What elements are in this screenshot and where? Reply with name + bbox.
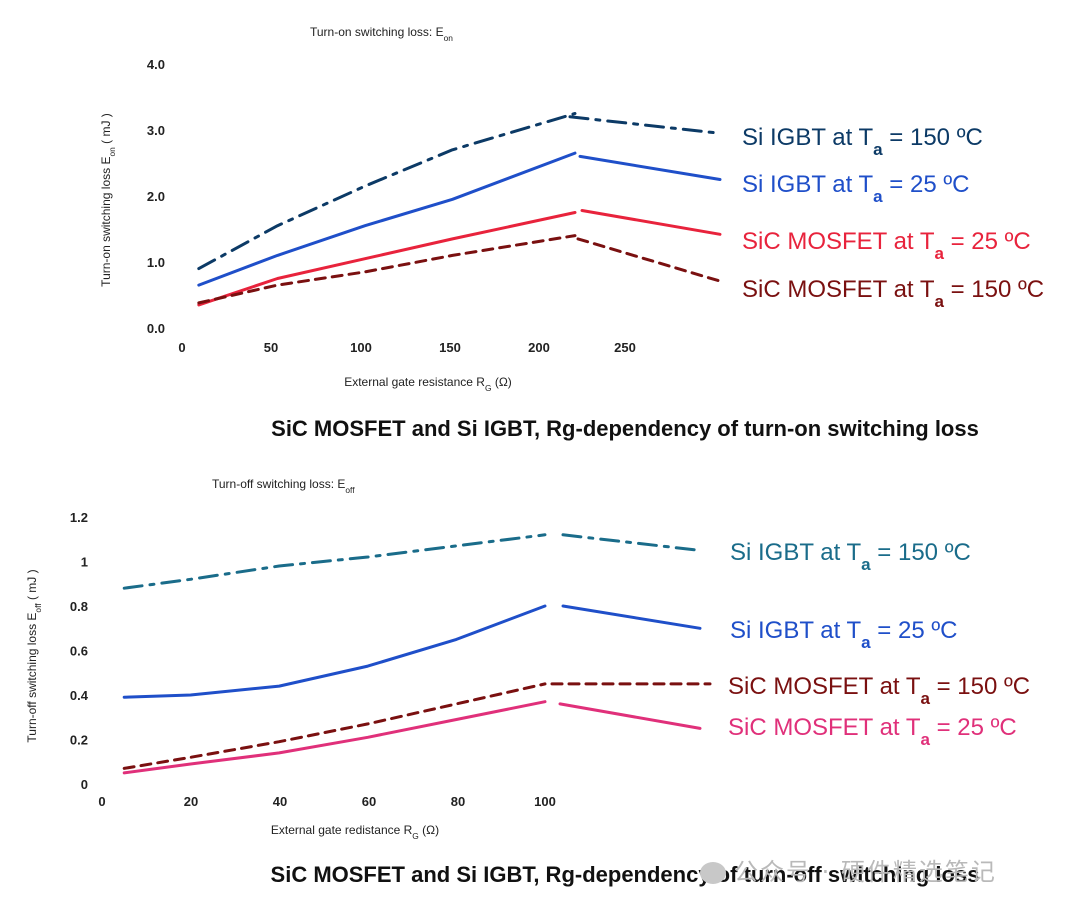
x-tick-label: 250 xyxy=(614,340,636,355)
x-axis-label: External gate resistance RG (Ω) xyxy=(344,375,512,393)
legend-line xyxy=(578,154,722,181)
series-line xyxy=(122,533,547,590)
x-tick-label: 20 xyxy=(184,794,198,809)
series-line xyxy=(197,151,577,287)
x-tick-label: 0 xyxy=(178,340,185,355)
chart-caption: SiC MOSFET and Si IGBT, Rg-dependency of… xyxy=(271,416,979,441)
watermark: 公众号 · 硬件精选笔记 xyxy=(700,852,997,887)
legend-label: SiC MOSFET at Ta = 150 ºC xyxy=(742,276,1044,311)
y-tick-label: 0.8 xyxy=(70,599,88,614)
y-tick-label: 1.0 xyxy=(147,255,165,270)
x-tick-label: 100 xyxy=(534,794,556,809)
series-line xyxy=(122,604,547,699)
x-tick-label: 80 xyxy=(451,794,465,809)
legend-line xyxy=(576,237,720,282)
series-line xyxy=(197,234,577,305)
x-tick-label: 200 xyxy=(528,340,550,355)
x-tick-label: 40 xyxy=(273,794,287,809)
x-tick-label: 0 xyxy=(98,794,105,809)
legend-label: Si IGBT at Ta = 150 ºC xyxy=(742,124,983,159)
y-tick-label: 0 xyxy=(81,777,88,792)
x-tick-label: 100 xyxy=(350,340,372,355)
y-tick-label: 1.2 xyxy=(70,510,88,525)
legend-label: Si IGBT at Ta = 25 ºC xyxy=(730,617,957,652)
chart-caption: SiC MOSFET and Si IGBT, Rg-dependency of… xyxy=(271,862,980,887)
y-axis-label: Turn-off switching loss Eoff ( mJ ) xyxy=(25,569,43,742)
legend-label: SiC MOSFET at Ta = 25 ºC xyxy=(742,228,1031,263)
y-axis-label: Turn-on switching loss Eon ( mJ ) xyxy=(99,113,117,287)
series-line xyxy=(122,700,547,775)
y-tick-label: 2.0 xyxy=(147,189,165,204)
legend-line xyxy=(561,604,702,630)
y-tick-label: 0.2 xyxy=(70,733,88,748)
legend-line xyxy=(580,209,722,236)
legend-line xyxy=(568,115,722,135)
watermark-text: 公众号 · 硬件精选笔记 xyxy=(734,858,997,886)
y-tick-label: 1 xyxy=(81,555,88,570)
x-tick-label: 50 xyxy=(264,340,278,355)
y-tick-label: 0.4 xyxy=(70,688,89,703)
y-tick-label: 0.6 xyxy=(70,644,88,659)
chart-title: Turn-off switching loss: Eoff xyxy=(212,477,355,495)
series-line xyxy=(197,211,577,307)
y-tick-label: 3.0 xyxy=(147,123,165,138)
wechat-icon xyxy=(700,862,726,884)
y-tick-label: 4.0 xyxy=(147,57,165,72)
legend-label: Si IGBT at Ta = 150 ºC xyxy=(730,539,971,574)
series-line xyxy=(122,682,547,770)
x-axis-label: External gate redistance RG (Ω) xyxy=(271,823,439,841)
legend-line xyxy=(558,702,702,730)
legend-line xyxy=(561,533,702,552)
legend-label: SiC MOSFET at Ta = 25 ºC xyxy=(728,714,1017,749)
chart-title: Turn-on switching loss: Eon xyxy=(310,25,453,43)
series-line xyxy=(197,112,577,271)
legend-label: SiC MOSFET at Ta = 150 ºC xyxy=(728,673,1030,708)
legend-label: Si IGBT at Ta = 25 ºC xyxy=(742,171,969,206)
x-tick-label: 150 xyxy=(439,340,461,355)
x-tick-label: 60 xyxy=(362,794,376,809)
y-tick-label: 0.0 xyxy=(147,321,165,336)
